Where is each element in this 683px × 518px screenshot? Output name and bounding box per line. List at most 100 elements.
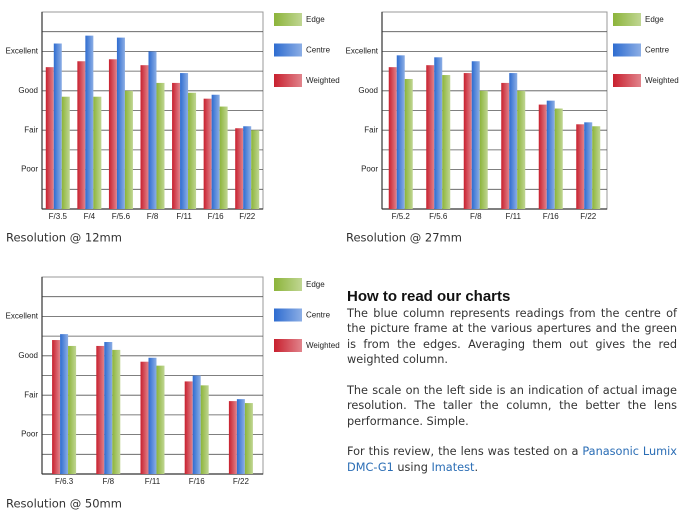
- x-tick-label: F/16: [543, 212, 560, 221]
- legend-label: Weighted: [306, 341, 340, 350]
- bar: [546, 100, 555, 209]
- legend-label: Centre: [306, 46, 331, 55]
- y-tick-label: Fair: [24, 125, 38, 134]
- y-tick-label: Good: [18, 86, 38, 95]
- bar: [104, 342, 113, 474]
- bar: [243, 126, 252, 209]
- legend-swatch: [274, 13, 302, 26]
- bar: [200, 385, 209, 474]
- text: For this review, the lens was tested on …: [347, 445, 579, 458]
- bar: [554, 108, 563, 209]
- legend-label: Edge: [645, 15, 664, 24]
- bar: [404, 78, 413, 209]
- bar: [388, 67, 397, 209]
- y-tick-label: Poor: [21, 430, 38, 439]
- paragraph: The blue column represents readings from…: [347, 306, 677, 367]
- bar: [192, 375, 201, 474]
- x-tick-label: F/11: [145, 477, 161, 486]
- bar: [517, 90, 526, 209]
- bar: [68, 345, 77, 474]
- bar: [584, 122, 593, 209]
- bar: [479, 90, 488, 209]
- link[interactable]: Panasonic Lumix DMC-G1: [347, 445, 677, 474]
- bar: [96, 345, 105, 474]
- bar: [184, 381, 193, 474]
- bar: [52, 340, 61, 474]
- bar: [592, 126, 601, 209]
- x-tick-label: F/22: [233, 477, 250, 486]
- x-tick-label: F/6.3: [55, 477, 74, 486]
- legend-swatch: [274, 278, 302, 291]
- y-tick-label: Fair: [364, 125, 378, 134]
- chart-caption: Resolution @ 50mm: [6, 497, 122, 511]
- article: How to read our charts The blue column r…: [347, 289, 677, 490]
- bar: [53, 43, 62, 209]
- bar: [426, 65, 435, 209]
- bar: [140, 65, 149, 209]
- y-tick-label: Poor: [21, 165, 38, 174]
- text: using: [397, 460, 428, 474]
- x-tick-label: F/5.6: [112, 212, 131, 221]
- bar: [77, 61, 86, 209]
- legend-swatch: [274, 74, 302, 87]
- x-tick-label: F/5.2: [392, 212, 411, 221]
- bar: [211, 94, 220, 209]
- legend-label: Edge: [306, 15, 325, 24]
- x-tick-label: F/3.5: [49, 212, 68, 221]
- x-tick-label: F/11: [176, 212, 192, 221]
- x-tick-label: F/8: [103, 477, 115, 486]
- x-tick-label: F/22: [239, 212, 256, 221]
- y-tick-label: Excellent: [346, 47, 379, 56]
- bar: [251, 130, 260, 209]
- bar: [148, 51, 157, 210]
- bar: [236, 399, 245, 474]
- legend-swatch: [274, 308, 302, 322]
- y-tick-label: Good: [18, 351, 38, 360]
- bar: [434, 57, 443, 210]
- bar: [148, 357, 157, 474]
- bar: [501, 82, 510, 209]
- y-tick-label: Fair: [24, 390, 38, 399]
- bar: [396, 55, 405, 210]
- x-tick-label: F/16: [189, 477, 206, 486]
- y-tick-label: Excellent: [6, 47, 39, 56]
- chart-caption: Resolution @ 27mm: [346, 231, 462, 245]
- x-tick-label: F/8: [147, 212, 159, 221]
- bar: [442, 75, 451, 209]
- paragraph: For this review, the lens was tested on …: [347, 444, 677, 475]
- legend-swatch: [274, 43, 302, 57]
- legend-label: Weighted: [645, 76, 679, 85]
- y-tick-label: Poor: [361, 165, 378, 174]
- bar: [228, 401, 237, 474]
- legend-label: Centre: [306, 311, 331, 320]
- text: .: [474, 460, 479, 474]
- legend-label: Centre: [645, 46, 670, 55]
- bar: [116, 37, 125, 209]
- x-tick-label: F/11: [506, 212, 522, 221]
- bar: [140, 361, 149, 474]
- legend-swatch: [613, 43, 641, 57]
- bar: [180, 73, 189, 209]
- link[interactable]: Imatest: [431, 460, 475, 474]
- y-tick-label: Excellent: [6, 312, 39, 321]
- legend-swatch: [613, 13, 641, 26]
- bar: [188, 92, 197, 209]
- bar: [244, 403, 253, 474]
- x-tick-label: F/4: [84, 212, 96, 221]
- legend-swatch: [613, 74, 641, 87]
- bar: [93, 96, 102, 209]
- x-tick-label: F/5.6: [429, 212, 448, 221]
- bar: [471, 61, 480, 209]
- legend-label: Edge: [306, 280, 325, 289]
- x-tick-label: F/8: [470, 212, 482, 221]
- bar: [61, 96, 70, 209]
- bar: [85, 35, 94, 209]
- bar: [538, 104, 547, 209]
- bar: [108, 59, 117, 209]
- bar: [45, 67, 54, 209]
- bar: [203, 98, 212, 209]
- bar: [235, 128, 244, 209]
- y-tick-label: Good: [358, 86, 378, 95]
